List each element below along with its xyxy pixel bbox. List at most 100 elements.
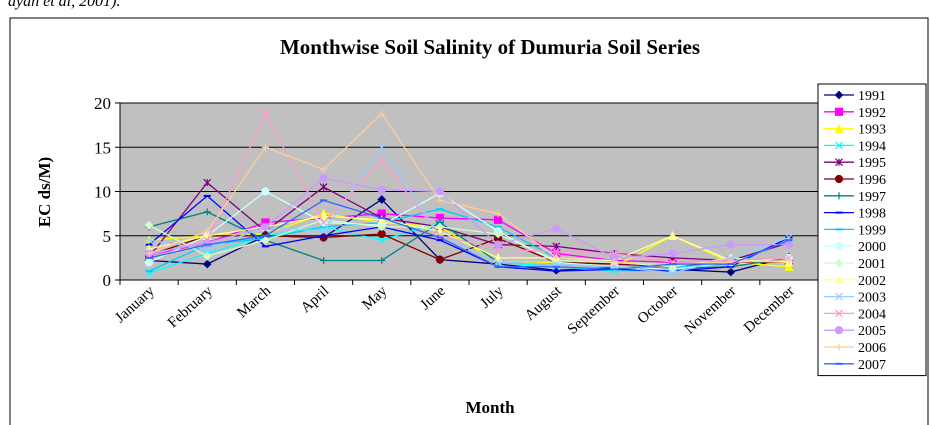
marker [835, 141, 843, 150]
marker [377, 222, 387, 232]
marker [493, 240, 503, 249]
marker [378, 257, 386, 265]
marker [377, 143, 386, 152]
legend-label: 1992 [858, 106, 886, 121]
marker [726, 267, 736, 277]
marker [377, 156, 386, 165]
marker [835, 158, 843, 167]
marker [435, 187, 445, 196]
legend-label: 2005 [858, 324, 886, 339]
chart-title: Monthwise Soil Salinity of Dumuria Soil … [280, 35, 700, 59]
marker [668, 230, 678, 240]
marker [145, 236, 154, 245]
marker [493, 253, 503, 262]
marker [202, 259, 212, 269]
legend-label: 2002 [858, 274, 886, 289]
legend-label: 1999 [858, 223, 886, 238]
marker [834, 107, 844, 116]
marker [552, 247, 561, 256]
marker [493, 215, 503, 224]
marker [203, 245, 212, 253]
marker [202, 251, 212, 261]
marker [320, 257, 328, 265]
marker [835, 292, 843, 301]
marker [377, 229, 386, 239]
marker [834, 90, 844, 100]
y-tick-label: 15 [94, 138, 111, 157]
marker [203, 227, 211, 235]
marker [319, 183, 328, 191]
marker [834, 326, 844, 335]
legend-label: 1993 [858, 123, 886, 138]
series-line [148, 219, 789, 268]
marker [377, 195, 387, 204]
caption-fragment: ayan et al, 2001). [8, 0, 120, 10]
marker [552, 224, 561, 233]
marker [668, 268, 677, 277]
marker [552, 254, 560, 262]
marker [784, 261, 794, 271]
series-line [148, 112, 789, 263]
legend-label: 2006 [858, 341, 886, 356]
marker [835, 309, 843, 318]
marker [435, 255, 445, 264]
marker [493, 229, 503, 239]
marker [203, 208, 211, 216]
legend-label: 2007 [858, 358, 886, 373]
y-tick-label: 5 [103, 227, 112, 246]
series-line [148, 190, 789, 271]
marker [834, 242, 844, 251]
marker [494, 210, 502, 218]
marker [145, 249, 153, 257]
marker [320, 165, 328, 173]
marker [834, 274, 844, 284]
marker [144, 258, 154, 267]
legend-label: 1997 [858, 190, 886, 205]
series-line [148, 146, 790, 274]
marker [203, 178, 212, 187]
marker [784, 240, 794, 249]
marker [834, 123, 844, 133]
y-tick-label: 0 [103, 271, 112, 290]
legend-label: 2003 [858, 291, 886, 306]
marker [377, 185, 386, 194]
series-line [148, 181, 790, 262]
marker [319, 174, 328, 183]
legend-label: 1998 [858, 207, 886, 222]
marker [261, 235, 270, 245]
marker [494, 258, 503, 267]
marker [319, 227, 328, 236]
y-axis-label: EC ds/M) [35, 157, 54, 227]
marker [378, 110, 386, 118]
marker [377, 236, 386, 245]
legend-label: 2004 [858, 307, 886, 322]
marker [834, 258, 844, 268]
marker [785, 257, 793, 265]
marker [261, 222, 270, 231]
marker [835, 192, 843, 200]
x-axis-label: Month [465, 398, 515, 417]
legend-label: 1996 [858, 173, 886, 188]
marker [835, 343, 843, 351]
y-tick-label: 20 [94, 94, 111, 113]
marker [834, 174, 844, 184]
marker [668, 249, 677, 258]
y-tick-label: 10 [94, 183, 111, 202]
marker [726, 240, 735, 249]
legend-label: 2000 [858, 240, 886, 255]
marker [610, 258, 618, 266]
marker [377, 214, 387, 224]
series-line [148, 177, 789, 259]
legend-label: 1994 [858, 139, 886, 154]
marker [261, 187, 270, 196]
marker [261, 109, 270, 118]
marker [144, 220, 154, 230]
marker [261, 143, 269, 151]
legend-label: 2001 [858, 257, 886, 272]
series-line [148, 199, 790, 271]
legend-label: 1995 [858, 156, 886, 171]
series-line [148, 215, 789, 263]
legend-label: 1991 [858, 89, 886, 104]
marker [436, 196, 444, 204]
